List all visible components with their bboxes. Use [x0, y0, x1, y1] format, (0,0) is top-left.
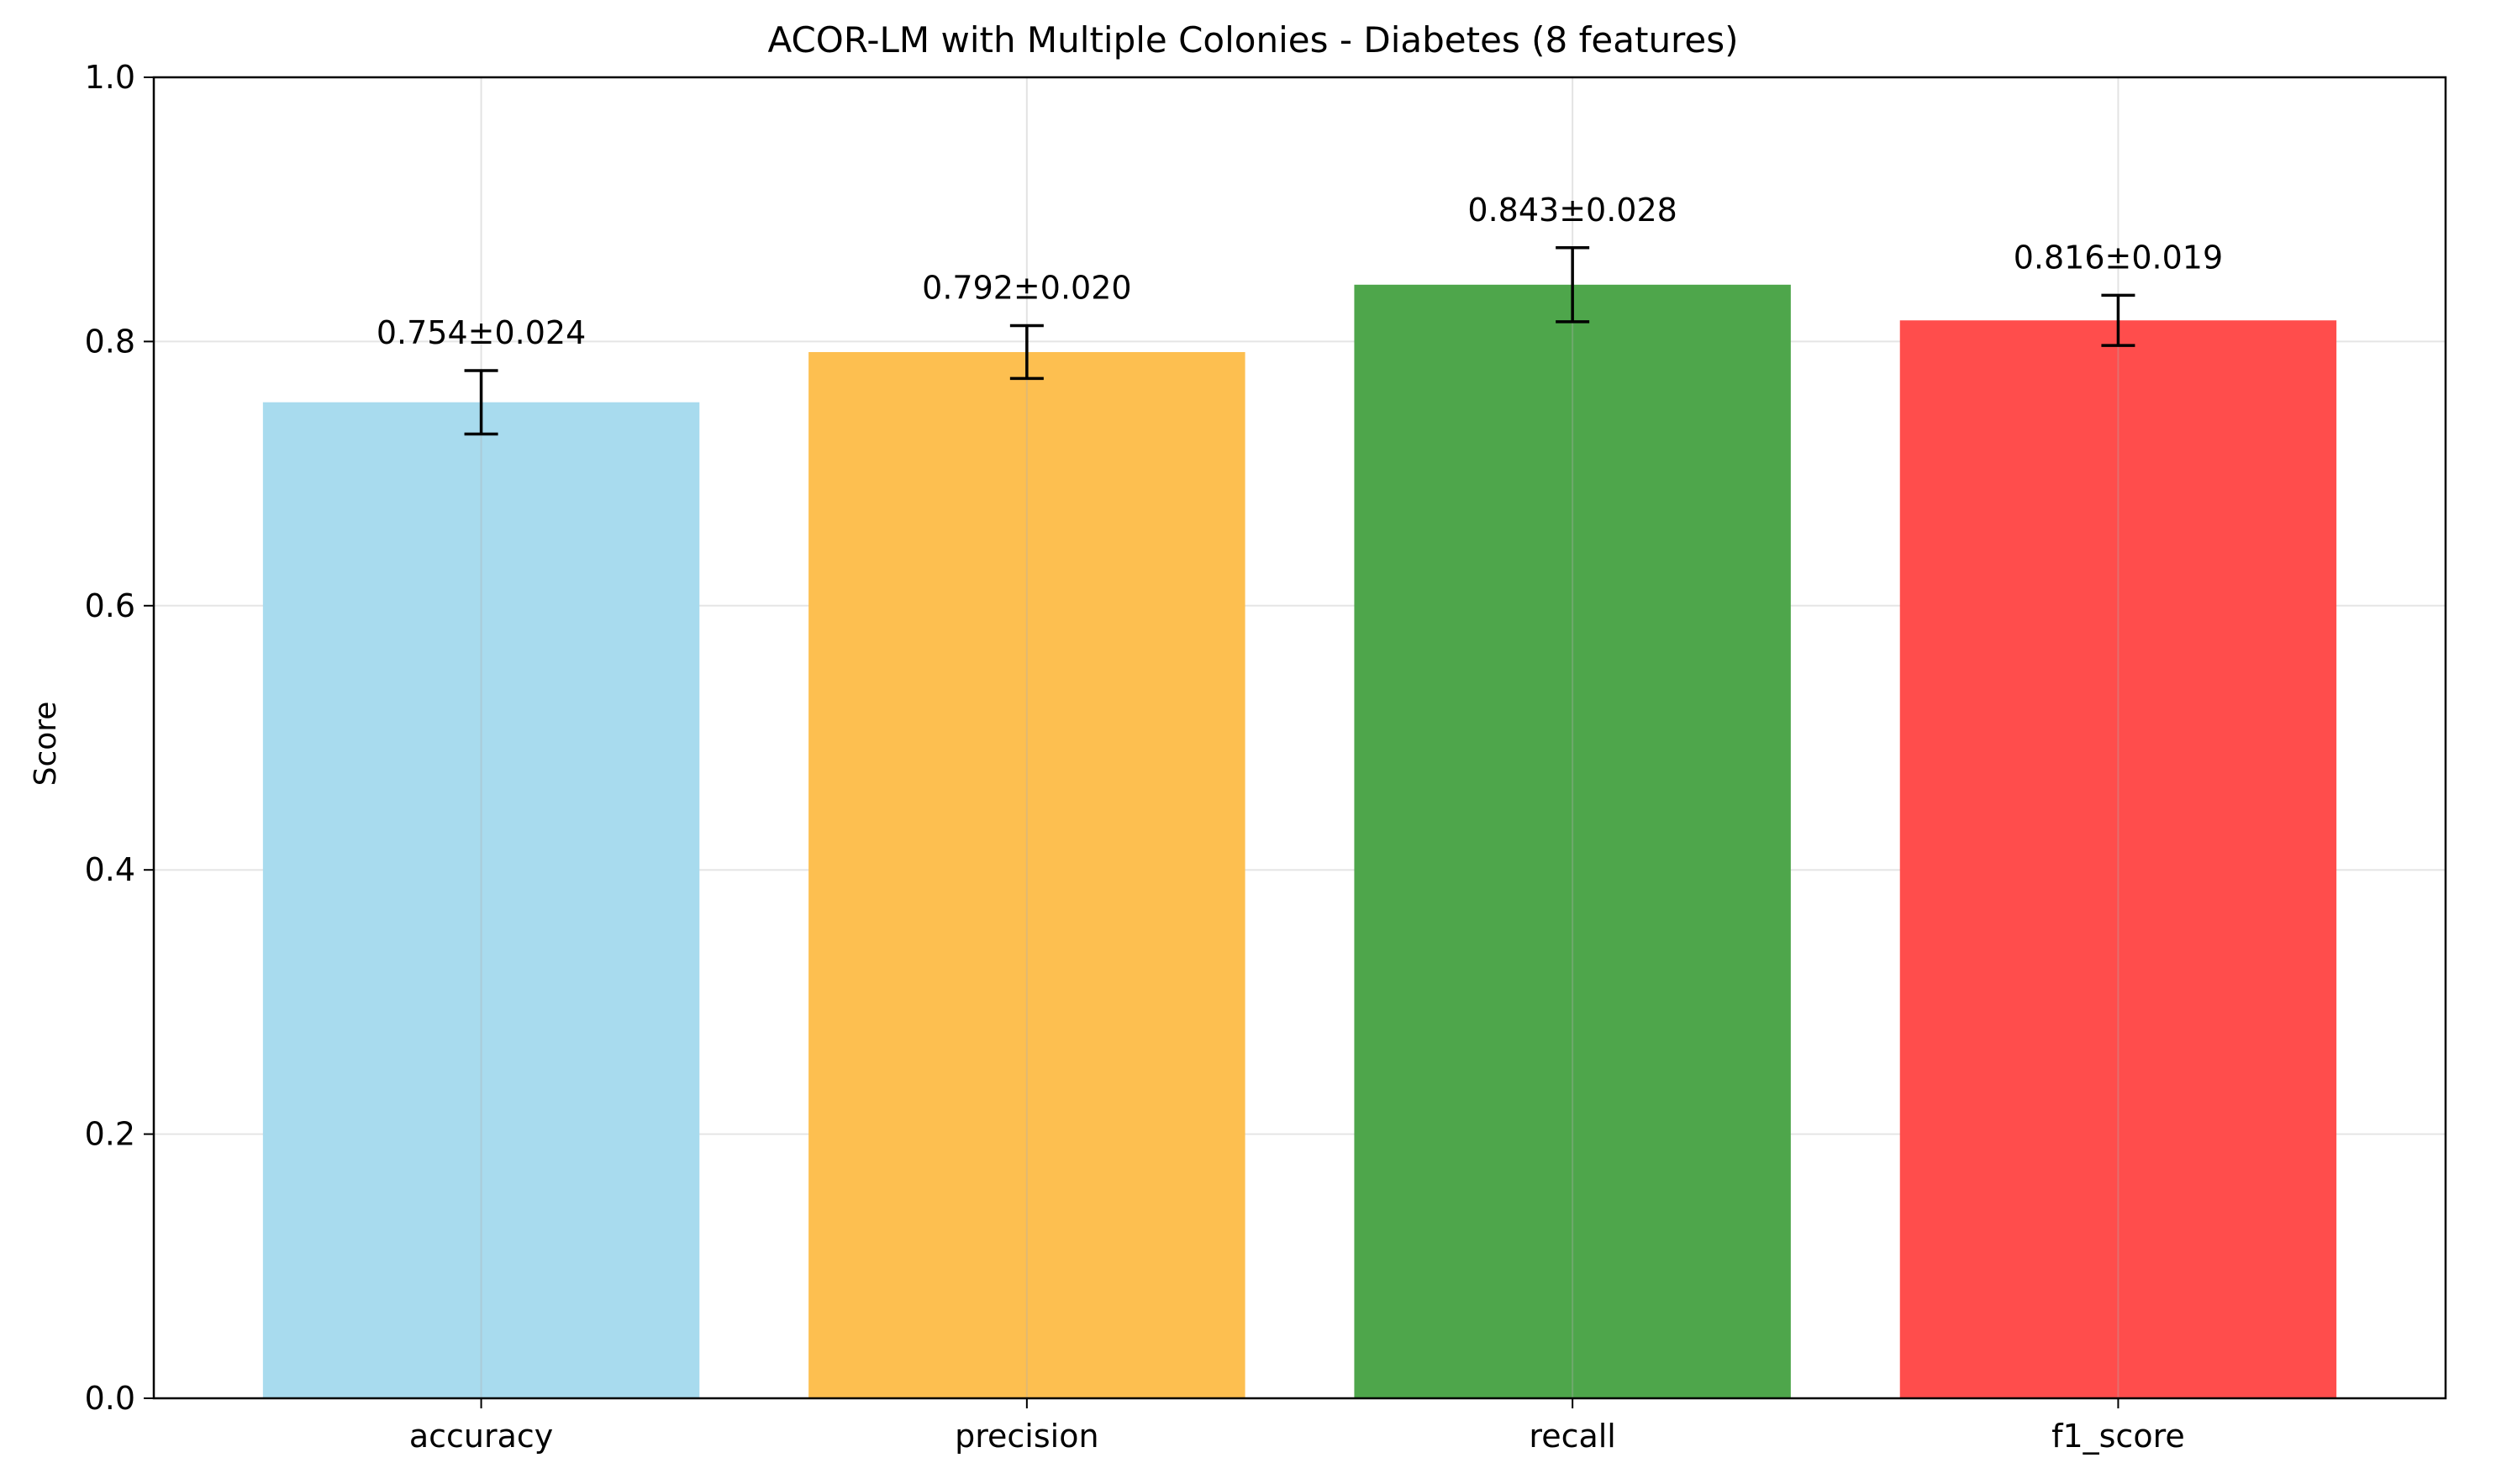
x-tick-label-precision: precision [955, 1418, 1098, 1455]
y-tick-label: 0.4 [85, 851, 135, 888]
bar-accuracy [262, 402, 700, 1398]
y-tick-label: 1.0 [85, 59, 135, 96]
y-tick-label: 0.0 [85, 1380, 135, 1417]
bars [262, 284, 2337, 1399]
x-tick-label-accuracy: accuracy [409, 1418, 553, 1455]
bar-recall [1354, 284, 1791, 1399]
data-label-accuracy: 0.754±0.024 [377, 314, 586, 351]
tick-labels: accuracy precision recall f1_score 0.0 0.2 0.4… [85, 59, 2185, 1455]
data-label-precision: 0.792±0.020 [922, 270, 1131, 307]
data-label-recall: 0.843±0.028 [1467, 192, 1677, 229]
chart-title: ACOR-LM with Multiple Colonies - Diabete… [767, 19, 1738, 61]
x-tick-label-recall: recall [1529, 1418, 1615, 1455]
y-tick-label: 0.8 [85, 323, 135, 360]
axes [152, 76, 2447, 1400]
bar-f1_score [1899, 320, 2337, 1398]
y-tick-label: 0.6 [85, 587, 135, 624]
data-labels: 0.754±0.024 0.792±0.020 0.843±0.028 0.816±0… [377, 192, 2223, 351]
bar-precision [808, 351, 1245, 1398]
y-tick-label: 0.2 [85, 1116, 135, 1153]
x-tick-label-f1_score: f1_score [2051, 1418, 2185, 1455]
data-label-f1_score: 0.816±0.019 [2014, 239, 2223, 276]
plot-frame [152, 76, 2447, 1400]
y-axis-label: Score [29, 702, 63, 787]
error-bars [464, 246, 2135, 436]
